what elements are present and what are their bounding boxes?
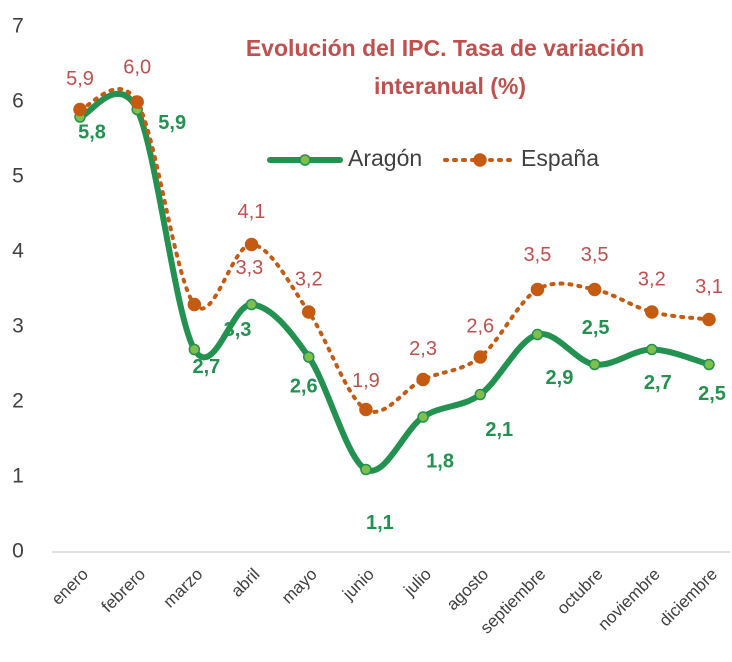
- marker: [702, 312, 716, 327]
- marker: [188, 343, 201, 356]
- marker: [360, 463, 372, 476]
- marker: [416, 372, 430, 387]
- x-tick-label: mayo: [278, 565, 321, 608]
- marker: [301, 305, 316, 319]
- marker: [588, 358, 601, 371]
- data-label: 5,9: [66, 68, 94, 90]
- marker: [187, 297, 202, 312]
- marker: [245, 298, 258, 311]
- legend-label: Aragón: [348, 145, 422, 171]
- marker: [73, 102, 87, 117]
- data-label: 2,6: [290, 375, 318, 397]
- y-tick-label: 2: [12, 390, 24, 413]
- y-tick-label: 5: [12, 165, 24, 188]
- data-label: 3,3: [235, 257, 263, 279]
- marker: [474, 388, 487, 401]
- y-tick-label: 0: [12, 540, 24, 563]
- data-label: 6,0: [123, 56, 151, 78]
- marker: [473, 350, 488, 364]
- x-tick-label: octubre: [553, 565, 607, 619]
- marker: [302, 351, 315, 363]
- x-tick-label: diciembre: [655, 565, 721, 631]
- data-label: 2,5: [582, 317, 610, 339]
- data-label: 3,1: [695, 276, 723, 298]
- x-tick-label: enero: [48, 565, 92, 609]
- data-label: 3,2: [638, 268, 666, 290]
- data-label: 3,5: [524, 244, 552, 266]
- x-tick-label: marzo: [160, 565, 207, 612]
- data-label: 2,9: [546, 367, 574, 389]
- data-label: 4,1: [238, 201, 266, 223]
- marker: [130, 95, 144, 109]
- x-tick-label: abril: [227, 565, 263, 601]
- data-label: 5,8: [78, 121, 106, 143]
- y-tick-label: 1: [12, 465, 24, 488]
- data-label: 2,3: [409, 338, 437, 360]
- data-label: 1,8: [426, 450, 454, 472]
- line: [77, 90, 712, 474]
- y-tick-label: 3: [12, 315, 24, 338]
- x-tick-label: agosto: [443, 565, 493, 615]
- data-label: 5,9: [158, 112, 186, 134]
- chart-title: interanual (%): [374, 73, 526, 99]
- marker: [703, 358, 715, 371]
- data-label: 2,1: [485, 419, 513, 441]
- legend-marker: [299, 154, 311, 166]
- marker: [244, 237, 259, 252]
- y-tick-label: 4: [12, 240, 24, 263]
- data-label: 1,9: [352, 370, 380, 392]
- marker: [359, 402, 373, 417]
- x-tick-label: julio: [400, 565, 436, 601]
- data-label: 1,1: [366, 512, 394, 534]
- marker: [646, 343, 658, 356]
- x-tick-label: junio: [338, 565, 378, 605]
- y-tick-label: 6: [12, 90, 24, 113]
- y-tick-label: 7: [12, 15, 24, 38]
- chart-title: Evolución del IPC. Tasa de variación: [246, 35, 644, 61]
- data-label: 3,2: [295, 268, 323, 290]
- data-label: 2,7: [644, 372, 672, 394]
- data-label: 2,5: [698, 383, 726, 405]
- data-label: 2,7: [192, 356, 220, 378]
- marker: [530, 282, 545, 297]
- x-tick-label: febrero: [98, 565, 150, 617]
- marker: [531, 328, 544, 341]
- marker: [417, 411, 429, 423]
- marker: [587, 282, 602, 297]
- marker: [645, 305, 659, 319]
- data-label: 3,3: [224, 319, 252, 341]
- legend-label: España: [521, 145, 599, 171]
- legend-marker: [473, 153, 487, 167]
- data-label: 2,6: [466, 315, 494, 337]
- x-tick-label: noviembre: [594, 565, 664, 635]
- data-label: 3,5: [581, 244, 609, 266]
